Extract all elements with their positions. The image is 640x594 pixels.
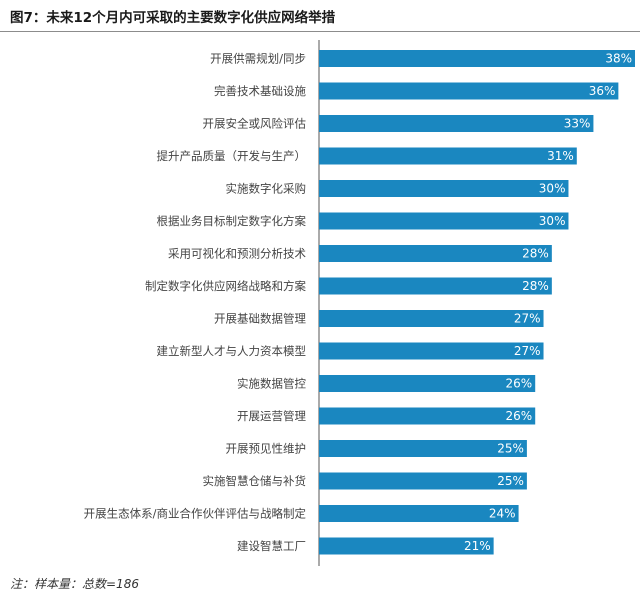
bar (319, 50, 635, 67)
bar (319, 82, 619, 100)
category-label: 完善技术基础设施 (214, 84, 306, 98)
category-label: 开展供需规划/同步 (210, 52, 306, 66)
bar-value-label: 30% (539, 182, 566, 196)
bar-value-label: 24% (489, 507, 516, 521)
category-label: 建设智慧工厂 (237, 539, 306, 553)
category-label: 开展运营管理 (237, 409, 306, 423)
bar (319, 115, 594, 132)
bar (319, 375, 536, 392)
bar (319, 180, 569, 197)
bar-value-label: 31% (547, 149, 574, 163)
category-label: 根据业务目标制定数字化方案 (157, 214, 307, 228)
bar-value-label: 30% (539, 214, 566, 228)
bar-value-label: 27% (514, 312, 541, 326)
category-label: 建立新型人才与人力资本模型 (157, 344, 307, 358)
bar-value-label: 26% (506, 409, 533, 423)
sample-size-note: 注：样本量：总数=186 (10, 577, 139, 591)
category-label: 开展基础数据管理 (214, 312, 306, 326)
category-label: 实施智慧仓储与补货 (203, 474, 307, 488)
title-divider (0, 31, 640, 32)
category-label: 开展安全或风险评估 (203, 117, 307, 131)
bar-value-label: 28% (522, 279, 549, 293)
bar-chart: 开展供需规划/同步 38% 完善技术基础设施 36% 开展安全或风险评估 33% 提升产品质… (84, 40, 635, 566)
category-label: 采用可视化和预测分析技术 (168, 247, 306, 261)
category-label: 实施数字化采购 (226, 182, 307, 196)
bar (319, 537, 494, 555)
bar-value-label: 25% (497, 442, 524, 456)
bar (319, 440, 527, 457)
bar (319, 505, 519, 522)
bar (319, 147, 577, 165)
bar (319, 407, 536, 425)
bar-value-label: 21% (464, 539, 491, 553)
category-label: 开展生态体系/商业合作伙伴评估与战略制定 (84, 507, 307, 521)
bar-value-label: 27% (514, 344, 541, 358)
category-label: 实施数据管控 (237, 377, 306, 391)
category-label: 制定数字化供应网络战略和方案 (145, 279, 306, 293)
bar (319, 310, 544, 327)
bar (319, 277, 552, 295)
bar-value-label: 38% (605, 52, 632, 66)
chart-title: 图7：未来12个月内可采取的主要数字化供应网络举措 (10, 10, 336, 26)
category-label: 开展预见性维护 (226, 442, 307, 456)
bar (319, 342, 544, 360)
bar-value-label: 28% (522, 247, 549, 261)
bar-value-label: 36% (589, 84, 616, 98)
bar (319, 245, 552, 262)
bar (319, 212, 569, 230)
category-label: 提升产品质量（开发与生产） (157, 149, 307, 163)
bar-value-label: 25% (497, 474, 524, 488)
bar-value-label: 33% (564, 117, 591, 131)
bar (319, 472, 527, 490)
bar-value-label: 26% (506, 377, 533, 391)
